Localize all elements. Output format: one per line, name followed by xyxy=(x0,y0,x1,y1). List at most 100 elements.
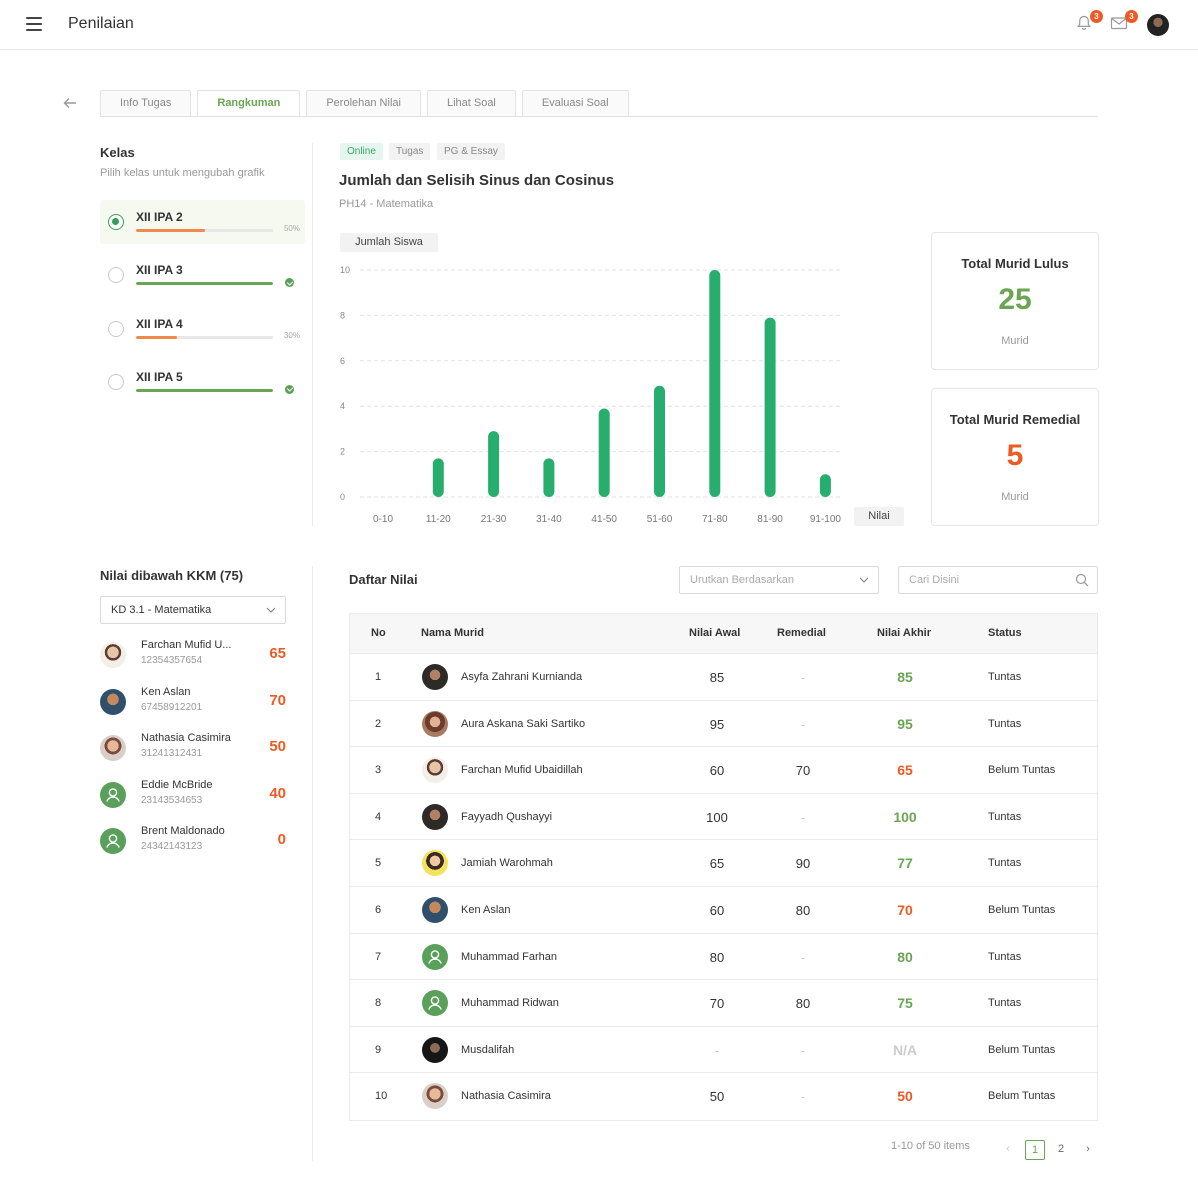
notification-bell-icon[interactable]: 3 xyxy=(1075,10,1103,34)
mail-icon[interactable]: 3 xyxy=(1110,10,1138,34)
bar-71-80[interactable] xyxy=(709,270,721,497)
kelas-subtitle: Pilih kelas untuk mengubah grafik xyxy=(100,167,265,179)
stat-remedial-unit: Murid xyxy=(1001,491,1029,503)
table-row[interactable]: 7 Muhammad Farhan 80 - 80 Tuntas xyxy=(350,934,1097,981)
page-2-button[interactable]: 2 xyxy=(1057,1143,1065,1155)
class-radio[interactable] xyxy=(108,214,124,230)
cell-no: 4 xyxy=(375,810,382,823)
cell-nilai-akhir: 75 xyxy=(897,995,913,1012)
assignment-subtitle: PH14 - Matematika xyxy=(339,198,434,210)
cell-nama: Ken Aslan xyxy=(461,903,511,916)
bar-31-40[interactable] xyxy=(543,458,555,497)
col-no: No xyxy=(371,627,386,639)
tab-perolehan-nilai[interactable]: Perolehan Nilai xyxy=(306,90,421,117)
student-score: 0 xyxy=(277,831,286,849)
next-page-icon[interactable]: › xyxy=(1086,1143,1090,1155)
chip-online: Online xyxy=(340,143,383,160)
table-row[interactable]: 6 Ken Aslan 60 80 70 Belum Tuntas xyxy=(350,887,1097,934)
table-row[interactable]: 8 Muhammad Ridwan 70 80 75 Tuntas xyxy=(350,980,1097,1027)
avatar xyxy=(100,735,126,762)
bar-41-50[interactable] xyxy=(598,408,610,497)
user-avatar[interactable] xyxy=(1147,14,1169,36)
back-arrow-icon[interactable] xyxy=(62,95,78,111)
cell-nilai-akhir: 85 xyxy=(897,669,913,685)
cell-nama: Farchan Mufid Ubaidillah xyxy=(461,764,583,777)
search-icon[interactable] xyxy=(1075,573,1089,587)
check-icon xyxy=(285,278,294,288)
kelas-title: Kelas xyxy=(100,145,135,160)
table-row[interactable]: 4 Fayyadh Qushayyi 100 - 100 Tuntas xyxy=(350,794,1097,841)
student-name: Ken Aslan xyxy=(141,685,191,698)
cell-remedial: - xyxy=(800,1042,806,1058)
cell-status: Tuntas xyxy=(988,997,1022,1010)
student-name: Eddie McBride xyxy=(141,778,213,791)
sort-select[interactable]: Urutkan Berdasarkan xyxy=(679,566,879,594)
cell-remedial: 80 xyxy=(795,996,811,1012)
class-item-xii-ipa-3[interactable]: XII IPA 3 xyxy=(100,253,305,297)
class-item-xii-ipa-5[interactable]: XII IPA 5 xyxy=(100,360,305,404)
search-input[interactable] xyxy=(899,567,1069,593)
x-tick-label: 81-90 xyxy=(757,514,783,525)
class-radio[interactable] xyxy=(108,373,124,390)
table-row[interactable]: 3 Farchan Mufid Ubaidillah 60 70 65 Belum Tun… xyxy=(350,747,1097,794)
kkm-list-item: Ken Aslan 67458912201 70 xyxy=(100,685,290,721)
cell-status: Tuntas xyxy=(988,857,1022,870)
class-item-xii-ipa-2[interactable]: XII IPA 2 50% xyxy=(100,200,305,244)
x-tick-label: 51-60 xyxy=(647,514,673,525)
tab-info-tugas[interactable]: Info Tugas xyxy=(100,90,192,117)
chevron-down-icon xyxy=(266,607,276,613)
student-id: 24342143123 xyxy=(141,841,203,853)
student-id: 67458912201 xyxy=(141,701,203,713)
table-row[interactable]: 2 Aura Askana Saki Sartiko 95 - 95 Tuntas xyxy=(350,701,1097,748)
x-tick-label: 0-10 xyxy=(373,514,393,525)
table-row[interactable]: 5 Jamiah Warohmah 65 90 77 Tuntas xyxy=(350,840,1097,887)
pagination-summary: 1-10 of 50 items xyxy=(891,1140,970,1152)
student-score: 70 xyxy=(269,691,286,709)
cell-status: Tuntas xyxy=(988,717,1022,730)
bar-91-100[interactable] xyxy=(819,474,831,497)
tab-evaluasi-soal[interactable]: Evaluasi Soal xyxy=(521,90,629,117)
x-tick-label: 41-50 xyxy=(591,514,617,525)
cell-no: 10 xyxy=(375,1090,388,1103)
y-tick-label: 4 xyxy=(340,401,345,411)
x-tick-label: 11-20 xyxy=(426,514,451,525)
avatar xyxy=(422,1083,448,1110)
class-radio[interactable] xyxy=(108,320,124,337)
tabs-divider xyxy=(100,116,1098,117)
stat-card-lulus: Total Murid Lulus 25 Murid xyxy=(931,232,1099,370)
avatar xyxy=(422,850,448,877)
avatar xyxy=(422,990,448,1017)
bar-21-30[interactable] xyxy=(488,431,500,497)
table-row[interactable]: 1 Asyfa Zahrani Kurnianda 85 - 85 Tuntas xyxy=(350,654,1097,701)
table-title: Daftar Nilai xyxy=(349,572,418,587)
class-radio[interactable] xyxy=(108,267,124,284)
table-row[interactable]: 10 Nathasia Casimira 50 - 50 Belum Tuntas xyxy=(350,1073,1097,1120)
bar-51-60[interactable] xyxy=(654,385,665,497)
x-tick-label: 31-40 xyxy=(536,514,562,525)
student-name: Farchan Mufid U... xyxy=(141,639,232,651)
menu-icon[interactable] xyxy=(26,17,42,31)
cell-nilai-akhir: 95 xyxy=(897,715,913,732)
y-tick-label: 8 xyxy=(340,310,345,320)
cell-nama: Jamiah Warohmah xyxy=(461,857,553,870)
tab-lihat-soal[interactable]: Lihat Soal xyxy=(426,90,516,117)
bar-81-90[interactable] xyxy=(764,317,776,497)
tab-rangkuman[interactable]: Rangkuman xyxy=(197,90,301,117)
class-name: XII IPA 4 xyxy=(136,316,183,331)
prev-page-icon[interactable]: ‹ xyxy=(1006,1143,1010,1155)
page-1-button[interactable]: 1 xyxy=(1025,1140,1045,1160)
cell-nilai-awal: 50 xyxy=(709,1089,725,1105)
bar-11-20[interactable] xyxy=(432,458,444,497)
kd-select[interactable]: KD 3.1 - Matematika xyxy=(100,596,286,624)
class-progress-label: 30% xyxy=(283,330,300,340)
cell-nama: Asyfa Zahrani Kurnianda xyxy=(461,671,583,683)
avatar xyxy=(422,943,448,970)
stat-remedial-value: 5 xyxy=(1006,439,1024,472)
avatar xyxy=(100,781,126,808)
class-name: XII IPA 5 xyxy=(136,369,183,384)
class-progress-label: 50% xyxy=(283,224,300,233)
table-row[interactable]: 9 Musdalifah - - N/A Belum Tuntas xyxy=(350,1027,1097,1074)
class-item-xii-ipa-4[interactable]: XII IPA 4 30% xyxy=(100,307,305,351)
student-name: Brent Maldonado xyxy=(141,825,225,838)
cell-nilai-awal: 95 xyxy=(709,716,725,732)
